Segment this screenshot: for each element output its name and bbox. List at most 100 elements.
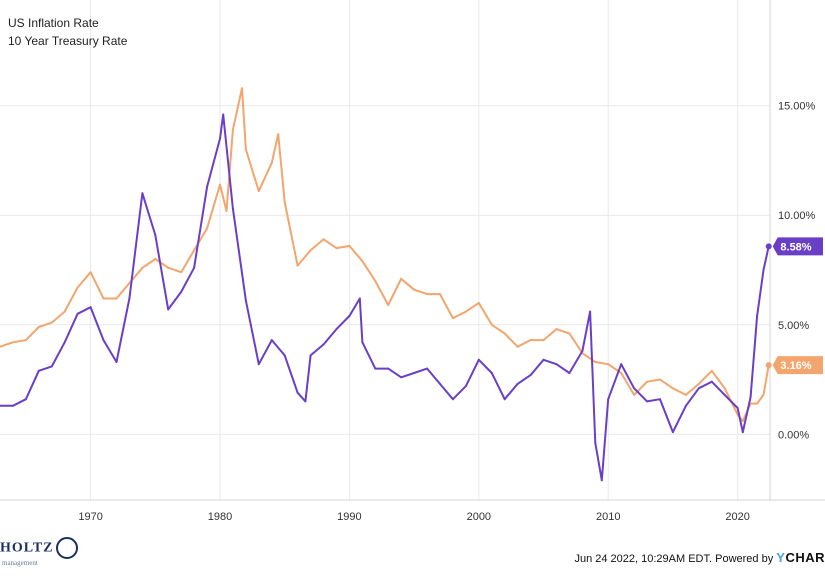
inflation-point	[756, 315, 759, 317]
treasury-point	[762, 393, 765, 396]
treasury-point	[361, 260, 364, 263]
inflation-point	[0, 404, 1, 407]
treasury-point	[322, 238, 325, 241]
treasury-point	[413, 288, 416, 291]
legend: US Inflation Rate 10 Year Treasury Rate	[8, 14, 127, 50]
treasury-point	[620, 372, 623, 374]
end-label-text: 8.58%	[780, 241, 811, 253]
inflation-point	[309, 354, 312, 357]
inflation-point	[736, 407, 739, 409]
treasury-point	[167, 266, 170, 269]
axis-layer: 1970 1980 1990 2000 2010 2020 0.00% 5.00% 10.00%…	[78, 101, 815, 523]
inflation-point	[335, 328, 338, 331]
inflation-point	[633, 387, 636, 390]
inflation-point	[167, 308, 170, 311]
powered-by-credit[interactable]: Jun 24 2022, 10:29AM EDT. Powered by YCH…	[574, 550, 825, 565]
inflation-point	[222, 113, 225, 116]
inflation-point	[24, 398, 27, 401]
inflation-point	[600, 479, 603, 482]
inflation-point	[206, 185, 209, 188]
treasury-point	[102, 297, 105, 300]
treasury-point	[348, 244, 351, 247]
treasury-point	[439, 293, 441, 296]
inflation-point	[115, 361, 118, 363]
treasury-point	[387, 304, 390, 306]
treasury-point	[490, 323, 493, 326]
treasury-point	[400, 277, 403, 280]
ycharts-brand[interactable]: YCHAR	[776, 550, 825, 565]
footer: HOLTZ management Jun 24 2022, 10:29AM ED…	[0, 537, 825, 575]
treasury-point	[464, 310, 467, 313]
inflation-point	[723, 393, 726, 396]
inflation-point	[231, 207, 234, 210]
treasury-point	[11, 341, 14, 344]
legend-item-treasury: 10 Year Treasury Rate	[8, 34, 128, 48]
x-tick-label: 2020	[725, 511, 749, 523]
inflation-point	[180, 290, 183, 293]
treasury-point	[542, 339, 545, 342]
inflation-point	[555, 363, 558, 366]
credit-text: Jun 24 2022, 10:29AM EDT. Powered by	[574, 553, 774, 565]
inflation-point	[76, 312, 79, 315]
treasury-point	[270, 161, 273, 164]
y-tick-label: 5.00%	[778, 320, 809, 332]
inflation-point	[594, 442, 597, 444]
inflation-point	[490, 372, 493, 374]
treasury-point	[426, 293, 429, 296]
treasury-point	[723, 387, 726, 390]
treasury-point	[607, 363, 610, 366]
x-tick-label: 2000	[467, 511, 491, 523]
inflation-point	[529, 374, 532, 377]
inflation-point	[296, 391, 299, 394]
inflation-point	[244, 299, 247, 302]
inflation-point	[102, 339, 105, 342]
inflation-point	[304, 400, 307, 403]
treasury-point	[241, 87, 243, 90]
treasury-point	[219, 183, 221, 186]
end-label-box	[772, 356, 823, 375]
treasury-point	[671, 387, 674, 390]
inflation-point	[710, 380, 713, 383]
x-tick-label: 1990	[337, 511, 361, 523]
inflation-point	[568, 372, 571, 374]
y-tick-label: 10.00%	[778, 210, 816, 222]
inflation-point	[128, 297, 131, 300]
end-marker	[765, 362, 772, 369]
treasury-point	[335, 247, 338, 250]
treasury-point	[659, 378, 661, 381]
legend-item-inflation: US Inflation Rate	[8, 16, 99, 30]
x-tick-label: 1980	[208, 511, 232, 523]
inflation-point	[193, 266, 196, 269]
treasury-point	[128, 282, 131, 285]
inflation-point	[141, 192, 144, 195]
treasury-point	[296, 264, 299, 267]
treasury-point	[710, 369, 713, 372]
treasury-point	[277, 133, 280, 136]
series-layer	[0, 87, 770, 482]
holtz-logo: HOLTZ management	[0, 537, 78, 567]
inflation-point	[322, 343, 325, 346]
inflation-point	[684, 404, 687, 407]
treasury-point	[516, 345, 519, 348]
treasury-point	[503, 332, 506, 335]
inflation-point	[400, 376, 403, 379]
inflation-point	[542, 358, 545, 361]
logo-text: HOLTZ	[0, 540, 54, 556]
inflation-point	[358, 297, 361, 300]
inflation-point	[697, 387, 700, 390]
inflation-point	[387, 367, 390, 370]
treasury-point	[206, 227, 209, 230]
treasury-point	[633, 393, 636, 396]
treasury-series-line	[0, 87, 770, 423]
inflation-point	[63, 341, 66, 344]
treasury-point	[115, 297, 118, 300]
end-label-layer: 3.16% 8.58%	[765, 237, 823, 375]
inflation-point	[426, 367, 429, 370]
inflation-point	[503, 398, 506, 401]
inflation-point	[361, 341, 364, 344]
inflation-point	[749, 396, 752, 398]
end-marker	[765, 243, 772, 250]
logo-mark-icon	[55, 537, 78, 559]
treasury-point	[451, 317, 454, 320]
